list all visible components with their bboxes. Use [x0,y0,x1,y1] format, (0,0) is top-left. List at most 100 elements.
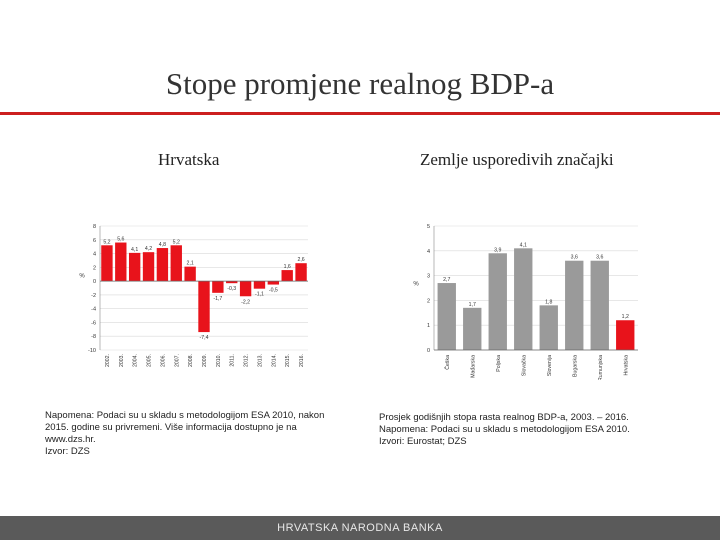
category-label: Slovačka [521,355,527,376]
data-label: 2,6 [297,257,304,263]
data-label: 3,6 [596,255,603,261]
right-chart-subtitle: Zemlje usporedivih značajki [420,150,614,169]
category-label: Slovenija [547,355,553,376]
bar [488,253,507,350]
data-label: -0,3 [227,286,236,292]
bar [514,248,533,350]
category-label: 2015. [285,354,291,367]
note-line: Izvor: DZS [45,446,90,457]
bar [253,281,266,289]
category-label: 2005. [147,354,153,367]
category-label: 2006. [160,354,166,367]
data-label: 1,6 [284,264,291,270]
y-tick-label: 5 [427,224,430,230]
bar [184,266,196,282]
data-label: 4,1 [520,242,527,248]
y-tick-label: -2 [91,293,96,299]
data-label: 4,2 [145,246,152,252]
y-tick-label: 4 [93,252,96,258]
y-tick-label: 6 [93,238,96,244]
data-label: -7,4 [200,335,209,341]
footer-bar: HRVATSKA NARODNA BANKA [0,516,720,540]
category-label: 2012. [244,354,250,367]
bar [267,281,280,285]
category-label: 2013. [257,354,263,367]
bar [590,260,609,350]
category-label: 2014. [271,354,277,367]
y-tick-label: 0 [93,279,96,285]
category-label: Hrvatska [623,355,629,376]
y-axis-label: % [413,282,419,288]
category-label: Bugarska [572,355,578,377]
y-tick-label: 3 [427,274,430,280]
bar [128,252,141,282]
data-label: 5,2 [173,239,180,245]
note-line: www.dzs.hr. [45,434,96,445]
bar [239,281,252,297]
category-label: 2011. [230,354,236,367]
data-label: 5,6 [117,237,124,243]
category-label: Poljska [496,355,502,372]
data-label: -0,5 [269,288,278,294]
note-line: Izvori: Eurostat; DZS [379,436,467,447]
data-label: 2,1 [187,261,194,267]
data-label: 1,2 [622,314,629,320]
category-label: 2007. [174,354,180,367]
bar [437,283,456,350]
note-line: 2015. godine su privremeni. Više informa… [45,422,297,433]
bar [226,281,238,284]
data-label: 3,9 [494,247,501,253]
y-axis-label: % [79,274,85,280]
y-tick-label: 4 [427,249,430,255]
left-chart-note: Napomena: Podaci su u skladu s metodolog… [45,410,365,458]
data-label: 5,2 [103,239,110,245]
y-tick-label: 8 [93,224,96,230]
slide-title: Stope promjene realnog BDP-a [165,66,555,101]
data-label: 2,7 [443,277,450,283]
y-tick-label: 0 [427,348,430,354]
category-label: 2010. [216,354,222,367]
data-label: -1,7 [213,296,222,302]
bar [170,245,182,282]
data-label: 1,7 [469,302,476,308]
bar [212,281,224,293]
right-chart-note: Prosjek godišnjih stopa rasta realnog BD… [379,412,699,448]
note-line: Napomena: Podaci su u skladu s metodolog… [45,410,325,421]
y-tick-label: -6 [91,320,96,326]
bar [463,307,482,350]
category-label: 2004. [133,354,139,367]
category-label: Rumunjska [598,355,604,380]
bar [295,263,307,282]
note-line: Prosjek godišnjih stopa rasta realnog BD… [379,412,629,423]
data-label: -1,1 [255,292,264,298]
y-tick-label: -8 [91,334,96,340]
data-label: 1,8 [545,299,552,305]
data-label: -2,2 [241,299,250,305]
data-label: 4,1 [131,247,138,253]
bar [115,242,127,282]
footer-brand: HRVATSKA NARODNA BANKA [277,522,443,534]
y-tick-label: 2 [427,298,430,304]
bar [142,252,155,282]
y-tick-label: 2 [93,265,96,271]
category-label: 2016. [299,354,305,367]
category-label: 2003. [119,354,125,367]
croatia-gdp-chart: 8 6 4 2 0 -2 -4 -6 -8 -10% 5,2 2002. 5,6 2003. 4,1 2004… [79,224,308,367]
peer-countries-gdp-chart: 5 4 3 2 1 0% 2,7 Češka 1,7 Mađarska 3,9 Poljska 4,1 S… [413,224,638,380]
category-label: 2008. [188,354,194,367]
category-label: Češka [444,355,451,370]
y-tick-label: 1 [427,323,430,329]
bar [281,270,293,282]
note-line: Napomena: Podaci su u skladu s metodolog… [379,424,630,435]
category-label: 2002. [105,354,111,367]
bar [198,281,210,333]
category-label: 2009. [202,354,208,367]
y-tick-label: -4 [91,307,96,313]
bar [565,260,584,350]
category-label: Mađarska [470,355,476,378]
bar [101,245,113,282]
bar [616,320,635,350]
bar [539,305,558,350]
bar [156,248,169,282]
y-tick-label: -10 [88,348,96,354]
